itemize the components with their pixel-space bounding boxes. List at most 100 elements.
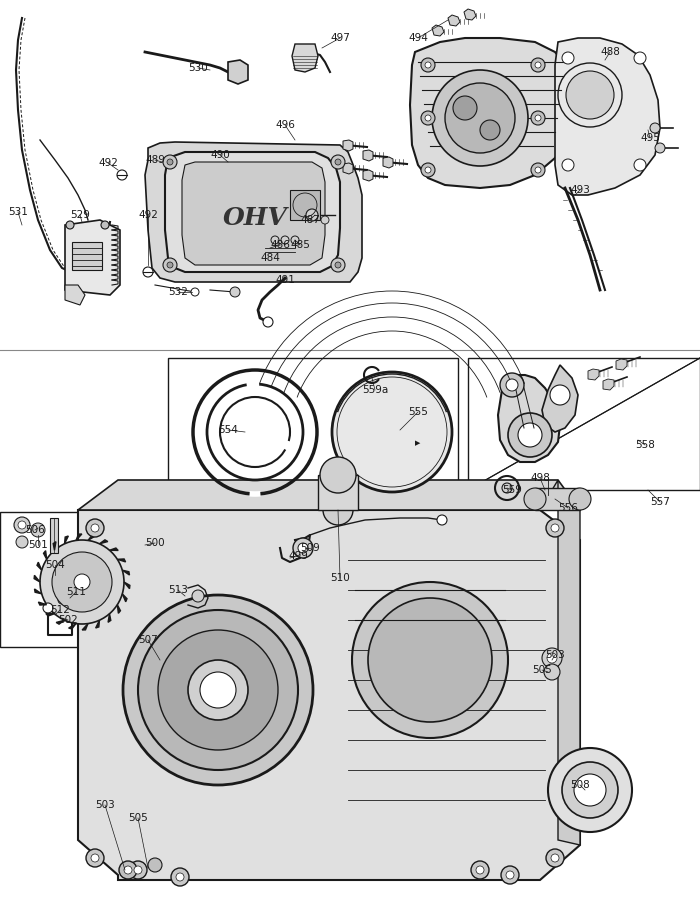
Circle shape	[188, 660, 248, 720]
Circle shape	[200, 672, 236, 708]
Circle shape	[321, 216, 329, 224]
Circle shape	[281, 236, 289, 244]
Circle shape	[134, 866, 142, 874]
Text: 500: 500	[145, 538, 164, 548]
Polygon shape	[122, 594, 127, 602]
Circle shape	[43, 603, 53, 613]
Circle shape	[352, 582, 508, 738]
Circle shape	[320, 457, 356, 493]
Text: 493: 493	[570, 185, 590, 195]
Circle shape	[158, 630, 278, 750]
Polygon shape	[616, 359, 627, 370]
Circle shape	[192, 590, 204, 602]
Polygon shape	[542, 365, 578, 432]
Text: 506: 506	[25, 525, 45, 535]
Text: 486: 486	[270, 240, 290, 250]
Bar	[290, 190, 320, 220]
Circle shape	[332, 372, 452, 492]
Polygon shape	[65, 220, 120, 295]
Circle shape	[66, 221, 74, 229]
Circle shape	[506, 871, 514, 879]
Circle shape	[562, 52, 574, 64]
Circle shape	[547, 653, 557, 663]
Polygon shape	[363, 170, 373, 181]
Polygon shape	[343, 140, 353, 151]
Polygon shape	[165, 152, 340, 272]
Circle shape	[335, 262, 341, 268]
Text: 556: 556	[558, 503, 578, 513]
Polygon shape	[124, 582, 130, 589]
Text: 507: 507	[138, 635, 158, 645]
Circle shape	[74, 574, 90, 590]
Circle shape	[421, 58, 435, 72]
Text: 512: 512	[50, 605, 70, 615]
Circle shape	[40, 540, 124, 624]
Circle shape	[432, 70, 528, 166]
Circle shape	[148, 858, 162, 872]
Text: 529: 529	[70, 210, 90, 220]
Circle shape	[117, 170, 127, 180]
Text: 495: 495	[640, 133, 660, 143]
Circle shape	[437, 515, 447, 525]
Circle shape	[476, 866, 484, 874]
Polygon shape	[46, 614, 55, 616]
Text: 511: 511	[66, 587, 86, 597]
Circle shape	[31, 523, 45, 537]
Polygon shape	[182, 162, 325, 265]
Circle shape	[323, 495, 353, 525]
Polygon shape	[108, 614, 111, 622]
Text: 508: 508	[570, 780, 590, 790]
Polygon shape	[145, 142, 362, 282]
Text: 559: 559	[502, 485, 522, 495]
Circle shape	[535, 167, 541, 173]
Text: 487: 487	[300, 215, 320, 225]
Circle shape	[544, 664, 560, 680]
Circle shape	[138, 610, 298, 770]
Polygon shape	[228, 60, 248, 84]
Text: 503: 503	[545, 650, 565, 660]
Circle shape	[634, 52, 646, 64]
Polygon shape	[118, 559, 125, 562]
Circle shape	[16, 536, 28, 548]
Circle shape	[18, 521, 26, 529]
Text: 502: 502	[58, 615, 78, 625]
Circle shape	[655, 143, 665, 153]
Text: 492: 492	[98, 158, 118, 168]
Circle shape	[58, 596, 66, 604]
Circle shape	[167, 159, 173, 165]
Circle shape	[91, 854, 99, 862]
Circle shape	[500, 373, 524, 397]
Text: 505: 505	[128, 813, 148, 823]
Polygon shape	[76, 534, 82, 540]
Polygon shape	[38, 602, 47, 605]
Circle shape	[123, 595, 313, 785]
Circle shape	[542, 648, 562, 668]
Text: 488: 488	[600, 47, 620, 57]
Circle shape	[176, 873, 184, 881]
Text: 498: 498	[530, 473, 550, 483]
Circle shape	[501, 866, 519, 884]
Polygon shape	[464, 9, 476, 20]
Text: 554: 554	[218, 425, 238, 435]
Polygon shape	[37, 562, 42, 570]
Bar	[168, 358, 458, 503]
Circle shape	[531, 163, 545, 177]
Text: 489: 489	[145, 155, 165, 165]
Circle shape	[163, 155, 177, 169]
Circle shape	[531, 58, 545, 72]
Circle shape	[171, 868, 189, 886]
Circle shape	[508, 413, 552, 457]
Polygon shape	[292, 44, 318, 72]
Text: 505: 505	[532, 665, 552, 675]
Polygon shape	[448, 15, 460, 26]
Circle shape	[167, 262, 173, 268]
Circle shape	[535, 62, 541, 68]
Text: 510: 510	[330, 573, 350, 583]
Polygon shape	[34, 575, 40, 582]
Polygon shape	[78, 510, 580, 880]
Circle shape	[425, 115, 431, 121]
Circle shape	[52, 552, 112, 612]
Circle shape	[331, 155, 345, 169]
Polygon shape	[43, 550, 47, 560]
Circle shape	[566, 71, 614, 119]
